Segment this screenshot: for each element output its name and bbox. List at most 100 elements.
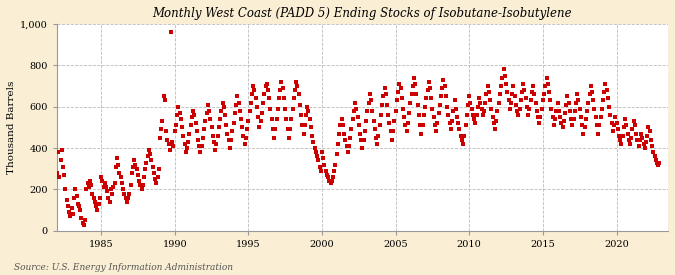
Point	[642, 133, 653, 138]
Point	[481, 92, 492, 97]
Point	[327, 175, 338, 179]
Point	[455, 133, 466, 138]
Point	[547, 115, 558, 119]
Point	[549, 123, 560, 128]
Point	[371, 136, 381, 140]
Point	[324, 179, 335, 183]
Point	[641, 140, 651, 144]
Point	[536, 106, 547, 111]
Point	[399, 115, 410, 119]
Point	[628, 119, 639, 123]
Point	[531, 109, 542, 113]
Point	[66, 206, 77, 210]
Point	[75, 208, 86, 212]
Point	[402, 121, 413, 125]
Point	[585, 84, 596, 88]
Point	[70, 187, 81, 192]
Point	[649, 154, 660, 158]
Point	[124, 191, 135, 196]
Point	[373, 133, 384, 138]
Point	[267, 127, 278, 132]
Point	[153, 166, 164, 171]
Point	[433, 111, 444, 115]
Point	[227, 129, 238, 134]
Point	[212, 133, 223, 138]
Point	[644, 129, 655, 134]
Point	[608, 129, 618, 134]
Point	[273, 106, 284, 111]
Point	[587, 90, 597, 94]
Point	[630, 131, 641, 136]
Point	[568, 117, 579, 121]
Point	[383, 113, 394, 117]
Point	[286, 117, 297, 121]
Point	[352, 115, 363, 119]
Point	[537, 98, 548, 103]
Point	[470, 121, 481, 125]
Point	[126, 171, 137, 175]
Point	[377, 102, 387, 107]
Point	[420, 104, 431, 109]
Point	[636, 131, 647, 136]
Point	[51, 171, 62, 175]
Point	[387, 129, 398, 134]
Point	[530, 100, 541, 105]
Point	[270, 127, 281, 132]
Point	[221, 123, 232, 128]
Point	[282, 127, 293, 132]
Point	[200, 119, 211, 123]
Point	[77, 220, 88, 225]
Point	[609, 123, 620, 128]
Point	[516, 98, 526, 103]
Point	[63, 204, 74, 208]
Point	[59, 173, 70, 177]
Point	[176, 117, 186, 121]
Point	[55, 158, 66, 163]
Point	[459, 133, 470, 138]
Point	[93, 202, 104, 206]
Point	[136, 187, 147, 192]
Point	[351, 106, 362, 111]
Point	[381, 102, 392, 107]
Point	[556, 121, 567, 125]
Point	[184, 131, 195, 136]
Point	[360, 119, 371, 123]
Point	[493, 100, 504, 105]
Point	[303, 109, 314, 113]
Point	[356, 138, 367, 142]
Point	[239, 142, 250, 146]
Point	[599, 90, 610, 94]
Point	[225, 146, 236, 150]
Point	[453, 121, 464, 125]
Point	[339, 131, 350, 136]
Point	[498, 67, 509, 72]
Point	[207, 133, 218, 138]
Point	[114, 171, 125, 175]
Point	[228, 121, 239, 125]
Point	[341, 144, 352, 148]
Point	[374, 123, 385, 128]
Point	[111, 164, 122, 169]
Point	[80, 218, 90, 223]
Point	[183, 140, 194, 144]
Point	[524, 106, 535, 111]
Point	[384, 121, 395, 125]
Point	[97, 179, 108, 183]
Point	[103, 196, 114, 200]
Point	[202, 102, 213, 107]
Point	[654, 160, 665, 165]
Point	[414, 113, 425, 117]
Y-axis label: Thousand Barrels: Thousand Barrels	[7, 81, 16, 174]
Point	[231, 102, 242, 107]
Point	[171, 123, 182, 128]
Point	[475, 100, 486, 105]
Point	[232, 94, 243, 98]
Point	[447, 119, 458, 123]
Point	[533, 115, 543, 119]
Point	[354, 123, 364, 128]
Point	[219, 104, 230, 109]
Point	[570, 109, 580, 113]
Point	[564, 109, 575, 113]
Point	[514, 106, 525, 111]
Point	[317, 150, 327, 154]
